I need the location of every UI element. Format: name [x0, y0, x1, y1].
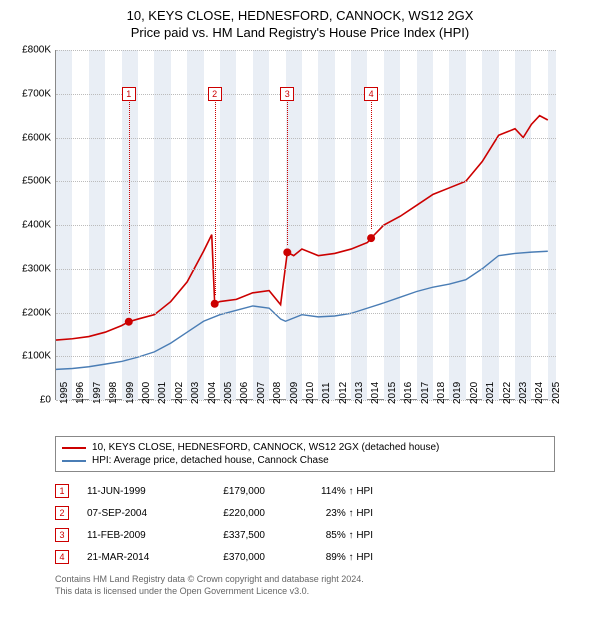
x-tick-label: 2024 [534, 382, 545, 404]
callout-marker: 3 [280, 87, 294, 101]
x-tick-label: 2006 [239, 382, 250, 404]
x-tick-label: 2012 [338, 382, 349, 404]
x-tick-label: 2022 [502, 382, 513, 404]
y-tick-label: £700K [11, 88, 51, 99]
y-tick-label: £200K [11, 307, 51, 318]
legend: 10, KEYS CLOSE, HEDNESFORD, CANNOCK, WS1… [55, 436, 555, 472]
x-tick-label: 2000 [141, 382, 152, 404]
x-tick-label: 2013 [354, 382, 365, 404]
data-point-marker [283, 248, 291, 256]
x-tick-label: 2002 [174, 382, 185, 404]
y-tick-label: £400K [11, 220, 51, 231]
tx-date: 11-FEB-2009 [87, 530, 177, 541]
tx-marker: 3 [55, 528, 69, 542]
x-tick-label: 2005 [223, 382, 234, 404]
x-tick-label: 2010 [305, 382, 316, 404]
transaction-row: 3 11-FEB-2009 £337,500 85% ↑ HPI [55, 524, 555, 546]
chart-container: 10, KEYS CLOSE, HEDNESFORD, CANNOCK, WS1… [0, 0, 600, 620]
y-tick-label: £0 [11, 395, 51, 406]
x-tick-label: 2007 [256, 382, 267, 404]
footer: Contains HM Land Registry data © Crown c… [55, 574, 590, 597]
x-tick-label: 2011 [321, 382, 332, 404]
callout-marker: 1 [122, 87, 136, 101]
tx-price: £179,000 [195, 486, 265, 497]
chart-subtitle: Price paid vs. HM Land Registry's House … [10, 25, 590, 40]
tx-pct: 89% ↑ HPI [283, 552, 373, 563]
x-tick-label: 2004 [207, 382, 218, 404]
x-tick-label: 2021 [485, 382, 496, 404]
data-point-marker [367, 234, 375, 242]
transaction-row: 1 11-JUN-1999 £179,000 114% ↑ HPI [55, 480, 555, 502]
x-tick-label: 1995 [59, 382, 70, 404]
x-tick-label: 2003 [190, 382, 201, 404]
tx-pct: 23% ↑ HPI [283, 508, 373, 519]
tx-marker: 2 [55, 506, 69, 520]
data-point-marker [125, 318, 133, 326]
tx-pct: 114% ↑ HPI [283, 486, 373, 497]
legend-label: 10, KEYS CLOSE, HEDNESFORD, CANNOCK, WS1… [92, 442, 439, 453]
tx-price: £370,000 [195, 552, 265, 563]
tx-marker: 1 [55, 484, 69, 498]
chart-title: 10, KEYS CLOSE, HEDNESFORD, CANNOCK, WS1… [10, 8, 590, 23]
x-tick-label: 1999 [125, 382, 136, 404]
legend-item: 10, KEYS CLOSE, HEDNESFORD, CANNOCK, WS1… [62, 441, 548, 454]
x-tick-label: 1998 [108, 382, 119, 404]
x-tick-label: 2009 [289, 382, 300, 404]
legend-swatch [62, 460, 86, 462]
footer-line: This data is licensed under the Open Gov… [55, 586, 590, 598]
y-tick-label: £300K [11, 263, 51, 274]
tx-marker: 4 [55, 550, 69, 564]
x-tick-label: 2008 [272, 382, 283, 404]
legend-label: HPI: Average price, detached house, Cann… [92, 455, 329, 466]
x-tick-label: 2019 [452, 382, 463, 404]
tx-price: £220,000 [195, 508, 265, 519]
callout-marker: 4 [364, 87, 378, 101]
y-tick-label: £100K [11, 351, 51, 362]
x-tick-label: 2016 [403, 382, 414, 404]
footer-line: Contains HM Land Registry data © Crown c… [55, 574, 590, 586]
y-tick-label: £600K [11, 132, 51, 143]
x-tick-label: 2025 [551, 382, 562, 404]
x-tick-label: 1996 [75, 382, 86, 404]
callout-marker: 2 [208, 87, 222, 101]
y-tick-label: £500K [11, 176, 51, 187]
tx-date: 11-JUN-1999 [87, 486, 177, 497]
tx-date: 07-SEP-2004 [87, 508, 177, 519]
x-tick-label: 2017 [420, 382, 431, 404]
y-tick-label: £800K [11, 45, 51, 56]
x-tick-label: 2015 [387, 382, 398, 404]
transaction-row: 2 07-SEP-2004 £220,000 23% ↑ HPI [55, 502, 555, 524]
tx-pct: 85% ↑ HPI [283, 530, 373, 541]
x-tick-label: 2020 [469, 382, 480, 404]
x-tick-label: 1997 [92, 382, 103, 404]
transaction-row: 4 21-MAR-2014 £370,000 89% ↑ HPI [55, 546, 555, 568]
data-point-marker [211, 300, 219, 308]
chart-area: £0£100K£200K£300K£400K£500K£600K£700K£80… [55, 50, 595, 430]
legend-swatch [62, 447, 86, 449]
tx-date: 21-MAR-2014 [87, 552, 177, 563]
x-tick-label: 2014 [370, 382, 381, 404]
tx-price: £337,500 [195, 530, 265, 541]
x-tick-label: 2023 [518, 382, 529, 404]
x-tick-label: 2018 [436, 382, 447, 404]
plot-region: £0£100K£200K£300K£400K£500K£600K£700K£80… [55, 50, 555, 400]
legend-item: HPI: Average price, detached house, Cann… [62, 454, 548, 467]
x-tick-label: 2001 [157, 382, 168, 404]
transaction-table: 1 11-JUN-1999 £179,000 114% ↑ HPI 2 07-SEP-20… [55, 480, 555, 568]
